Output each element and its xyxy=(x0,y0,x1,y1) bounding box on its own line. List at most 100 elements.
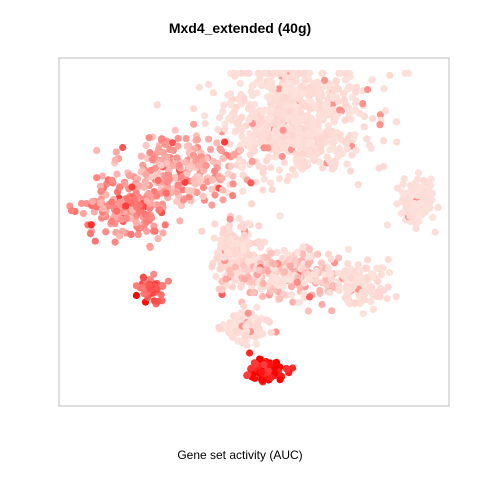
data-point xyxy=(272,358,281,366)
data-point xyxy=(293,278,301,286)
data-point xyxy=(200,112,209,120)
data-point xyxy=(429,213,437,222)
data-point xyxy=(253,303,261,311)
data-point xyxy=(225,224,233,232)
data-point xyxy=(352,106,360,115)
data-point xyxy=(154,176,162,184)
data-point xyxy=(147,214,156,222)
data-point xyxy=(416,199,424,207)
data-point xyxy=(148,156,156,164)
data-point xyxy=(304,112,312,120)
data-point xyxy=(300,290,308,298)
data-point xyxy=(386,71,394,79)
data-point xyxy=(169,139,177,147)
x-axis-label: Gene set activity (AUC) xyxy=(177,448,303,462)
data-point xyxy=(211,167,219,175)
data-point xyxy=(330,86,338,94)
data-point xyxy=(321,270,329,278)
data-point xyxy=(324,155,332,163)
data-point xyxy=(348,151,356,159)
data-point xyxy=(275,85,283,93)
data-point xyxy=(153,192,161,200)
data-point xyxy=(273,248,281,256)
data-point xyxy=(185,164,193,172)
data-point xyxy=(157,161,165,169)
data-point xyxy=(304,307,312,315)
data-point xyxy=(248,133,256,141)
data-point xyxy=(116,183,124,191)
data-point xyxy=(352,146,360,154)
data-point xyxy=(227,90,235,98)
data-point xyxy=(233,240,241,248)
data-point xyxy=(263,157,271,165)
data-point xyxy=(177,202,185,210)
data-point xyxy=(218,186,227,194)
data-point xyxy=(293,248,301,256)
data-point xyxy=(393,184,402,192)
data-point xyxy=(191,180,199,188)
data-point xyxy=(291,171,299,179)
data-point xyxy=(268,106,276,114)
data-point xyxy=(316,91,324,99)
data-point xyxy=(410,217,418,226)
data-point xyxy=(173,154,181,162)
data-point xyxy=(170,161,178,169)
data-point xyxy=(240,94,248,102)
data-point xyxy=(315,112,323,120)
data-point xyxy=(368,76,376,84)
data-point xyxy=(381,107,390,115)
data-point xyxy=(122,202,130,210)
data-point xyxy=(393,138,401,146)
data-point xyxy=(347,167,355,175)
data-point xyxy=(364,256,372,264)
data-point xyxy=(239,187,247,195)
data-point xyxy=(241,231,249,239)
data-point xyxy=(314,138,322,146)
data-point xyxy=(281,268,289,276)
data-point xyxy=(305,69,313,77)
data-point xyxy=(264,121,272,130)
data-point xyxy=(171,173,179,181)
data-point xyxy=(271,69,279,77)
data-point xyxy=(306,252,314,260)
data-point xyxy=(240,302,248,310)
data-point xyxy=(112,148,120,156)
data-point xyxy=(364,86,372,94)
data-point xyxy=(260,361,268,369)
data-point xyxy=(240,246,248,254)
data-point xyxy=(358,288,366,296)
data-point xyxy=(238,163,246,172)
data-point xyxy=(252,340,260,348)
data-point xyxy=(275,166,283,174)
data-point xyxy=(288,131,296,139)
data-point xyxy=(423,195,431,203)
data-point xyxy=(147,166,155,174)
data-point xyxy=(111,238,119,246)
data-point xyxy=(239,261,248,269)
data-point xyxy=(159,229,167,237)
data-point xyxy=(278,96,286,104)
points-layer xyxy=(66,69,442,386)
data-point xyxy=(354,261,362,269)
data-point xyxy=(153,101,161,109)
data-point xyxy=(288,165,297,173)
data-point xyxy=(296,95,304,103)
data-point xyxy=(279,142,287,151)
data-point xyxy=(415,169,423,177)
data-point xyxy=(77,199,86,208)
data-point xyxy=(219,196,227,204)
data-point xyxy=(329,92,337,100)
data-point xyxy=(360,123,368,131)
data-point xyxy=(132,291,140,300)
data-point xyxy=(125,172,133,180)
data-point xyxy=(318,300,326,309)
data-point xyxy=(272,126,280,134)
data-point xyxy=(271,146,279,154)
data-point xyxy=(299,250,307,258)
data-point xyxy=(248,283,256,291)
data-point xyxy=(228,283,236,291)
data-point xyxy=(248,107,256,115)
data-point xyxy=(369,305,377,313)
data-point xyxy=(270,260,278,268)
